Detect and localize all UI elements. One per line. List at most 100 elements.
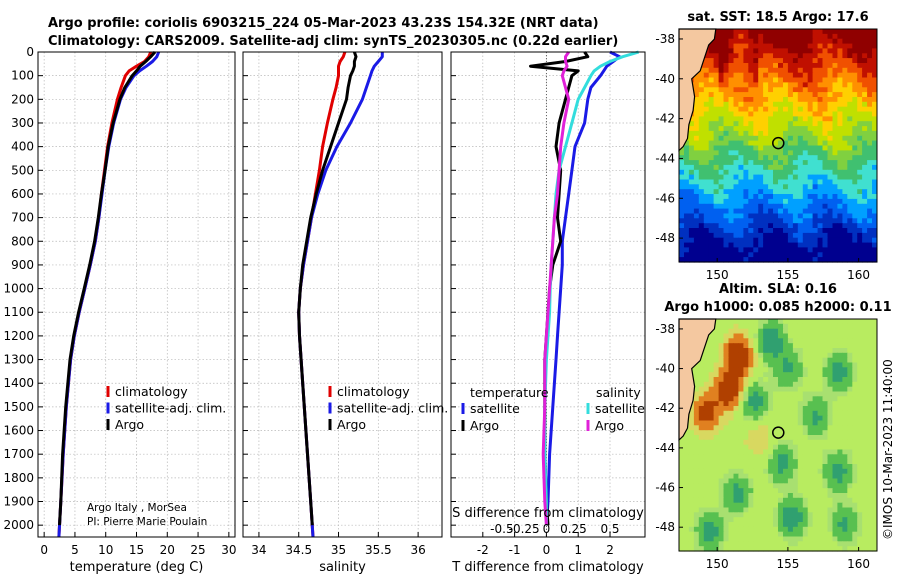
sla-map-cell (768, 372, 774, 378)
sst-map-cell (698, 140, 705, 147)
sst-map-cell (827, 198, 833, 205)
sla-map-cell (698, 512, 705, 518)
sst-map-cell (688, 189, 695, 195)
sla-map-cell (787, 473, 794, 480)
sst-map-cell (802, 208, 809, 215)
sst-map-cell (837, 203, 843, 210)
sla-map-cell (783, 531, 789, 538)
sst-map-cell (703, 63, 710, 69)
sla-map-cell (837, 449, 843, 455)
x-tick-label: 25 (190, 543, 205, 557)
sst-map-cell (728, 150, 734, 156)
sst-map-cell (872, 160, 878, 166)
sla-map-cell (792, 319, 799, 325)
sla-map-cell (753, 362, 759, 368)
sla-map-cell (703, 541, 710, 547)
sla-map-cell (792, 546, 799, 552)
sst-map-cell (787, 77, 794, 83)
sla-map-cell (718, 512, 725, 518)
sst-map-cell (832, 155, 838, 161)
sst-map-cell (728, 106, 734, 113)
sst-map-cell (738, 140, 744, 147)
sst-map-cell (763, 121, 769, 127)
sst-map-cell (802, 82, 809, 88)
sst-map-cell (778, 33, 784, 40)
sla-map-cell (718, 473, 725, 480)
sst-map-cell (837, 126, 843, 132)
sst-map-cell (733, 232, 739, 239)
sst-map-cell (857, 160, 863, 166)
sst-map-cell (733, 77, 739, 83)
sla-map-cell (753, 415, 759, 422)
sla-map-cell (872, 512, 878, 518)
sla-map-cell (802, 396, 809, 402)
sst-map-cell (872, 208, 878, 215)
sla-map-cell (713, 357, 720, 364)
sla-map-cell (827, 348, 833, 354)
sst-map-cell (867, 232, 873, 239)
sla-map-cell (797, 420, 804, 426)
sst-map-cell (852, 121, 858, 127)
sst-map-cell (753, 43, 759, 50)
sla-map-cell (778, 449, 784, 455)
sla-map-cell (802, 464, 809, 470)
sst-map-cell (693, 82, 700, 88)
sst-map-cell (733, 48, 739, 54)
sla-map-cell (807, 323, 814, 330)
sla-map-cell (792, 348, 799, 354)
sla-map-cell (817, 352, 824, 359)
sla-map-cell (748, 488, 754, 494)
sst-map-cell (708, 135, 715, 142)
sla-map-cell (703, 464, 710, 470)
sst-map-cell (778, 77, 784, 83)
sla-map-cell (872, 468, 878, 475)
sst-map-cell (708, 53, 715, 59)
sst-map-cell (797, 48, 804, 54)
sst-map-cell (827, 189, 833, 195)
sst-map-cell (679, 179, 685, 185)
sla-map-cell (857, 541, 863, 547)
sla-map-cell (812, 343, 819, 349)
sla-map-cell (743, 478, 749, 484)
sst-map-cell (797, 121, 804, 127)
sst-map-cell (872, 82, 878, 88)
sla-map-cell (723, 483, 729, 489)
sst-map-cell (693, 242, 700, 249)
sla-map-cell (783, 343, 789, 349)
sla-map-cell (842, 343, 848, 349)
sla-map-cell (842, 319, 848, 325)
sst-map-cell (688, 252, 695, 258)
sst-map-cell (822, 223, 828, 229)
x-tick-label: 30 (221, 543, 236, 557)
sla-map-cell (703, 348, 710, 354)
sla-map-cell (842, 454, 848, 460)
sla-map-cell (748, 415, 754, 422)
sla-map-cell (857, 454, 863, 460)
sst-map-cell (684, 198, 690, 205)
sla-map-cell (758, 348, 764, 354)
sst-map-cell (698, 223, 705, 229)
sst-map-cell (733, 130, 739, 137)
sla-map-cell (797, 391, 804, 397)
sla-map-cell (758, 328, 764, 335)
sst-map-cell (792, 72, 799, 79)
sla-map-cell (733, 406, 739, 412)
sst-map-cell (787, 252, 794, 258)
sla-map-cell (703, 367, 710, 373)
sst-map-cell (827, 63, 833, 69)
sla-map-cell (802, 343, 809, 349)
sla-map-cell (822, 333, 828, 339)
sst-map-cell (738, 164, 744, 171)
sst-map-cell (693, 218, 700, 224)
sst-map-cell (733, 58, 739, 64)
sst-map-cell (787, 184, 794, 190)
sla-map-cell (872, 343, 878, 349)
sla-map-cell (718, 483, 725, 489)
sla-map-cell (857, 357, 863, 364)
sst-map-cell (738, 218, 744, 224)
sst-map-cell (708, 257, 715, 263)
sla-map-cell (792, 406, 799, 412)
sla-map-cell (822, 367, 828, 373)
sst-map-cell (718, 33, 725, 40)
y-tick-label: 100 (11, 69, 34, 83)
